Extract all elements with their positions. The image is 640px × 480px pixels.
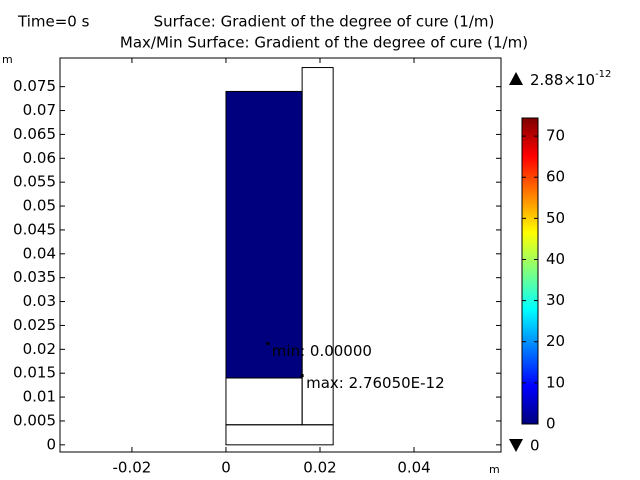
time-label: Time=0 s — [17, 13, 90, 31]
colorbar-tick-label: 70 — [546, 127, 565, 145]
annotation: max: 2.76050E-12 — [306, 374, 445, 392]
colorbar-tick-label: 30 — [546, 291, 565, 309]
x-tick-label: 0 — [221, 459, 231, 477]
x-tick-label: 0.04 — [397, 459, 430, 477]
y-tick-label: 0.075 — [13, 77, 56, 95]
domain — [301, 67, 334, 426]
y-tick-label: 0.01 — [23, 388, 56, 406]
plot-frame — [59, 57, 502, 453]
y-tick-label: 0.015 — [13, 364, 56, 382]
y-tick-label: 0.03 — [23, 292, 56, 310]
y-tick-label: 0.005 — [13, 411, 56, 429]
colorbar-tick-label: 0 — [546, 415, 556, 433]
y-tick-label: 0.035 — [13, 268, 56, 286]
y-tick-label: 0.055 — [13, 173, 56, 191]
y-tick-label: 0.025 — [13, 316, 56, 334]
y-axis-label: m — [2, 53, 13, 66]
colorbar — [521, 117, 539, 425]
domain — [225, 90, 303, 379]
colorbar-tick-label: 60 — [546, 168, 565, 186]
chart-subtitle: Max/Min Surface: Gradient of the degree … — [120, 34, 528, 52]
annotation: min: 0.00000 — [272, 342, 372, 360]
range-max-mantissa: 2.88×10 — [530, 71, 595, 89]
chart-title: Surface: Gradient of the degree of cure … — [154, 13, 495, 31]
colorbar-tick-label: 10 — [546, 373, 565, 391]
colorbar-tick-label: 40 — [546, 250, 565, 268]
domain — [225, 424, 334, 446]
x-tick-label: -0.02 — [113, 459, 152, 477]
y-tick-label: 0.04 — [23, 244, 56, 262]
domain — [225, 377, 303, 426]
extreme-point — [266, 342, 270, 346]
range-min-label: 0 — [530, 437, 540, 455]
colorbar-tick-label: 20 — [546, 332, 565, 350]
y-tick-label: 0.02 — [23, 340, 56, 358]
extreme-point — [300, 374, 304, 378]
colorbar-tick-label: 50 — [546, 209, 565, 227]
y-tick-label: 0.06 — [23, 149, 56, 167]
max-marker — [509, 72, 523, 85]
x-axis-label: m — [489, 463, 500, 476]
y-tick-label: 0.065 — [13, 125, 56, 143]
y-tick-label: 0.045 — [13, 220, 56, 238]
x-tick-label: 0.02 — [303, 459, 336, 477]
range-max-exponent: -12 — [595, 69, 611, 80]
y-tick-label: 0.07 — [23, 101, 56, 119]
y-tick-label: 0.05 — [23, 197, 56, 215]
y-tick-label: 0 — [46, 435, 56, 453]
range-max-label: 2.88×10-12 — [530, 69, 611, 89]
min-marker — [509, 439, 523, 452]
